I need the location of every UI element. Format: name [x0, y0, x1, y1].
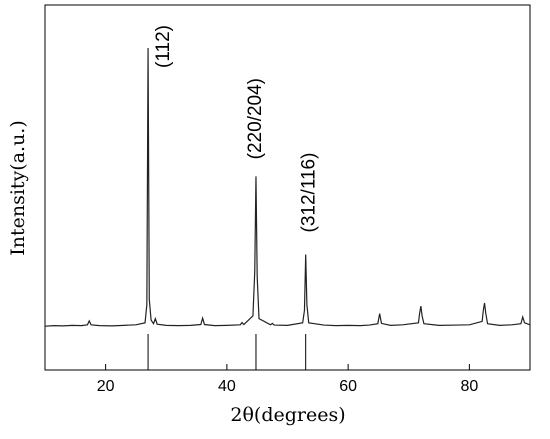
- spectrum-line: [44, 47, 531, 327]
- x-tick-label: 80: [460, 378, 478, 395]
- y-axis-label: Intensity(a.u.): [7, 120, 29, 256]
- peak-annotation: (112): [153, 25, 174, 68]
- x-axis-label: 2θ(degrees): [230, 404, 345, 426]
- x-tick-label: 40: [218, 378, 236, 395]
- x-tick-label: 20: [97, 378, 115, 395]
- peak-annotation: (220/204): [245, 78, 266, 159]
- plot-frame: [44, 4, 531, 371]
- x-tick-label: 60: [339, 378, 357, 395]
- peak-annotation: (312/116): [299, 153, 320, 233]
